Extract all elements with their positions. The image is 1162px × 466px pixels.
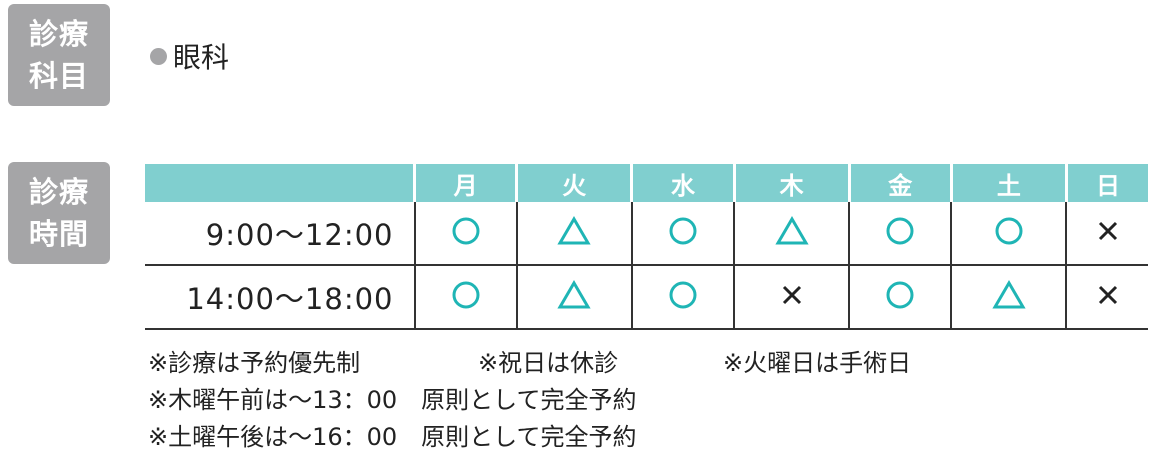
availability-cell [848, 265, 952, 330]
day-header: 日 [1064, 164, 1148, 202]
table-row: 9:00〜12:00 [145, 202, 1148, 266]
note-line: ※土曜午後は〜16：00 原則として完全予約 [148, 419, 911, 456]
circle-icon [668, 217, 698, 250]
hours-label: 診療 時間 [8, 162, 110, 264]
availability-cell [413, 265, 517, 330]
table-row: 14:00〜18:00 [145, 265, 1148, 330]
notes: ※診療は予約優先制 ※祝日は休診 ※火曜日は手術日 ※木曜午前は〜13：00 原則とし… [148, 345, 911, 456]
availability-cell [1065, 202, 1148, 266]
circle-icon [668, 281, 698, 314]
availability-cell [733, 265, 850, 330]
day-header: 金 [847, 164, 952, 202]
availability-cell [515, 265, 632, 330]
department-name: 眼科 [173, 41, 230, 74]
time-slot: 14:00〜18:00 [145, 265, 415, 330]
triangle-icon [557, 216, 591, 250]
note: ※祝日は休診 [478, 349, 619, 377]
note-line: ※診療は予約優先制 ※祝日は休診 ※火曜日は手術日 [148, 345, 911, 382]
availability-cell [733, 202, 850, 266]
availability-cell [1065, 265, 1148, 330]
label-line: 診療 [28, 17, 89, 51]
circle-icon [994, 217, 1024, 250]
note: ※診療は予約優先制 [148, 349, 361, 377]
circle-icon [451, 281, 481, 314]
schedule-table: 月火水木金土日 9:00〜12:00 14:00〜18:00 [145, 164, 1148, 330]
triangle-icon [774, 216, 809, 250]
header-blank [145, 164, 415, 202]
day-header: 木 [732, 164, 850, 202]
label-line: 時間 [28, 217, 89, 251]
availability-cell [515, 202, 632, 266]
availability-cell [630, 265, 735, 330]
availability-cell [848, 202, 952, 266]
availability-cell [950, 265, 1067, 330]
cross-icon [1097, 285, 1119, 310]
label-line: 診療 [28, 175, 89, 209]
label-line: 科目 [28, 59, 89, 93]
day-header: 水 [630, 164, 735, 202]
note: ※土曜午後は〜16：00 原則として完全予約 [148, 423, 637, 451]
bullet-icon [150, 47, 167, 65]
circle-icon [451, 217, 481, 250]
cross-icon [1097, 221, 1119, 246]
note: ※木曜午前は〜13：00 原則として完全予約 [148, 386, 637, 414]
availability-cell [630, 202, 735, 266]
triangle-icon [992, 280, 1026, 314]
circle-icon [885, 281, 915, 314]
note-line: ※木曜午前は〜13：00 原則として完全予約 [148, 382, 911, 419]
circle-icon [885, 217, 915, 250]
availability-cell [413, 202, 517, 266]
day-header: 土 [949, 164, 1067, 202]
department-value: 眼科 [150, 36, 229, 76]
note: ※火曜日は手術日 [723, 349, 912, 377]
department-label: 診療 科目 [8, 4, 110, 106]
cross-icon [781, 285, 803, 310]
day-header: 火 [515, 164, 632, 202]
availability-cell [950, 202, 1067, 266]
time-slot: 9:00〜12:00 [145, 202, 415, 266]
day-header: 月 [412, 164, 517, 202]
triangle-icon [557, 280, 591, 314]
